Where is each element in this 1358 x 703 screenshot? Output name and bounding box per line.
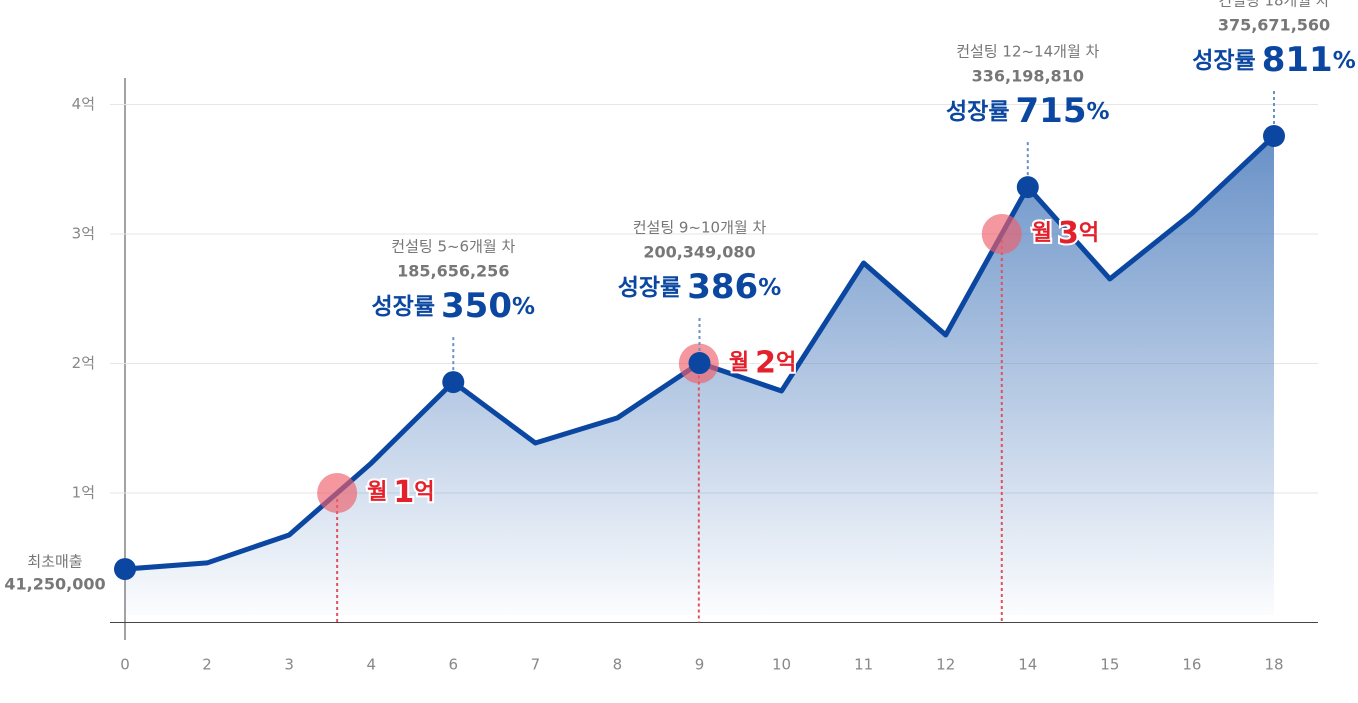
- y-tick-label: 4억: [72, 95, 95, 113]
- y-tick-label: 3억: [72, 225, 95, 243]
- x-tick-label: 2: [202, 656, 212, 674]
- x-tick-label: 10: [772, 656, 791, 674]
- milestone-marker: [317, 473, 358, 513]
- point: [1016, 176, 1039, 199]
- point: [114, 558, 136, 581]
- milestone-number: 3: [1058, 216, 1079, 251]
- milestone-prefix: 월: [1032, 221, 1052, 246]
- x-tick-label: 7: [531, 656, 541, 674]
- x-tick-label: 8: [613, 656, 623, 674]
- point: [442, 371, 465, 394]
- x-tick-label: 15: [1100, 656, 1119, 674]
- growth-label: 성장률 386%: [618, 267, 782, 307]
- y-tick-label: 2억: [72, 354, 95, 372]
- milestone-label: 월 2억: [729, 345, 796, 380]
- annotation-period: 컨설팅 5~6개월 차: [391, 238, 515, 256]
- milestone-prefix: 월: [729, 351, 749, 376]
- annotation-period: 컨설팅 12~14개월 차: [956, 43, 1099, 61]
- x-tick-label: 4: [366, 656, 376, 674]
- growth-title: 성장률: [946, 99, 1009, 125]
- annotation-period: 최초매출: [27, 553, 82, 571]
- x-tick-label: 9: [695, 656, 705, 674]
- milestone-number: 2: [755, 345, 776, 380]
- x-tick-label: 12: [936, 656, 955, 674]
- x-tick-label: 6: [449, 656, 459, 674]
- growth-label: 성장률 350%: [372, 286, 536, 326]
- annotation-period: 컨설팅 18개월 차: [1218, 0, 1330, 10]
- growth-value: 386: [687, 267, 758, 307]
- x-tick-label: 0: [120, 656, 130, 674]
- value-label: 200,349,080: [643, 243, 755, 262]
- growth-value: 811: [1262, 40, 1333, 80]
- value-label: 375,671,560: [1218, 16, 1330, 35]
- growth-unit: %: [512, 294, 535, 320]
- value-label: 185,656,256: [397, 262, 509, 281]
- x-tick-label: 11: [854, 656, 873, 674]
- x-tick-label: 16: [1182, 656, 1201, 674]
- point: [688, 352, 711, 375]
- annotation-period: 컨설팅 9~10개월 차: [633, 219, 767, 237]
- growth-unit: %: [758, 275, 781, 301]
- milestone-number: 1: [393, 475, 414, 510]
- milestone-unit: 억: [776, 351, 796, 376]
- milestone-label: 월 3억: [1032, 216, 1099, 251]
- growth-title: 성장률: [372, 294, 435, 320]
- milestone-unit: 억: [414, 480, 434, 505]
- milestone-unit: 억: [1079, 221, 1099, 246]
- growth-label: 성장률 811%: [1192, 40, 1356, 80]
- x-tick-label: 3: [284, 656, 294, 674]
- y-tick-label: 1억: [72, 484, 95, 502]
- growth-value: 715: [1016, 91, 1087, 131]
- growth-unit: %: [1333, 48, 1356, 74]
- growth-unit: %: [1086, 99, 1109, 125]
- milestone-label: 월 1억: [367, 475, 434, 510]
- value-label: 41,250,000: [4, 575, 105, 594]
- growth-value: 350: [441, 286, 512, 326]
- x-tick-label: 14: [1018, 656, 1037, 674]
- point: [1263, 125, 1285, 148]
- growth-title: 성장률: [1192, 48, 1255, 74]
- milestone-marker: [981, 214, 1022, 254]
- growth-label: 성장률 715%: [946, 91, 1110, 131]
- growth-title: 성장률: [618, 275, 681, 301]
- milestone-prefix: 월: [367, 480, 387, 505]
- value-label: 336,198,810: [972, 67, 1084, 86]
- x-tick-label: 18: [1264, 656, 1283, 674]
